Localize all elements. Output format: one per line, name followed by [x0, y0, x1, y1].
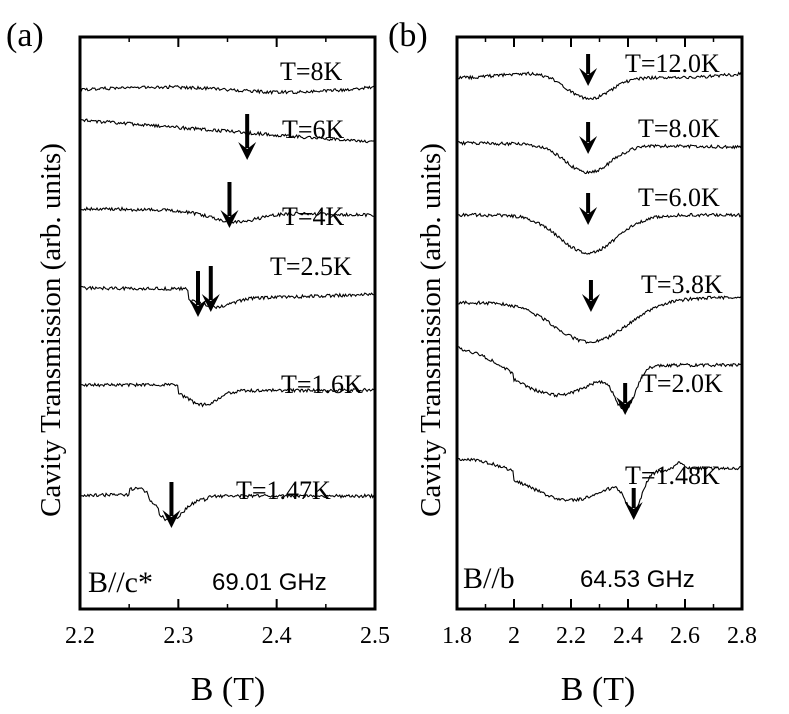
x-tick-label: 2: [508, 623, 520, 649]
x-axis-label-a: B (T): [191, 671, 266, 708]
series-label: T=1.48K: [625, 461, 720, 490]
x-ticks-a: 2.2 2.3 2.4 2.5: [65, 37, 390, 649]
resonance-arrow-head: [624, 502, 643, 520]
resonance-arrow-head: [579, 136, 598, 154]
resonance-arrow-head: [189, 299, 207, 317]
y-axis-label-a: Cavity Transmission (arb. units): [35, 143, 67, 517]
x-tick-label: 2.8: [727, 623, 757, 649]
series-label: T=4K: [282, 202, 345, 231]
series-label: T=1.6K: [281, 370, 363, 399]
series-line: [456, 71, 743, 101]
traces-b: T=12.0K T=8.0K T=6.0K T=3.8K T=2.0K T=1.48K: [456, 49, 743, 520]
resonance-arrow-head: [579, 68, 598, 86]
series-line: [79, 118, 376, 144]
series-label: T=2.5K: [270, 252, 352, 281]
series-label: T=2.0K: [641, 369, 723, 398]
series-label: T=6K: [282, 115, 345, 144]
frequency-label-b: 64.53 GHz: [580, 566, 695, 593]
x-ticks-b: 1.8 2 2.2 2.4 2.6 2.8: [442, 37, 757, 649]
series-line: [456, 295, 743, 344]
panel-b-label: (b): [388, 17, 428, 54]
x-tick-label: 2.4: [262, 623, 292, 649]
y-axis-label-b: Cavity Transmission (arb. units): [415, 143, 447, 517]
resonance-arrow-head: [162, 510, 181, 528]
panel-a-label: (a): [6, 17, 44, 54]
series-line: [79, 486, 376, 524]
series-line: [79, 382, 376, 408]
x-tick-label: 2.3: [163, 623, 193, 649]
series-label: T=3.8K: [641, 270, 723, 299]
series-line: [79, 84, 376, 95]
resonance-arrow-head: [220, 210, 239, 228]
resonance-arrow-head: [616, 397, 635, 415]
series-label: T=8.0K: [638, 114, 720, 143]
resonance-arrow-head: [238, 142, 257, 160]
series-label: T=12.0K: [625, 49, 720, 78]
series-label: T=1.47K: [236, 476, 331, 505]
series-line: [457, 140, 743, 175]
x-tick-label: 2.2: [556, 623, 586, 649]
series-line: [456, 212, 743, 255]
x-tick-label: 2.4: [613, 623, 643, 649]
orientation-label-a: B//c*: [88, 566, 153, 599]
traces-a: T=8K T=6K T=4K T=2.5K T=1.6K T=1.47K: [79, 57, 376, 528]
orientation-label-b: B//b: [463, 562, 515, 595]
x-tick-label: 1.8: [442, 623, 472, 649]
series-line: [79, 285, 376, 310]
series-label: T=8K: [280, 57, 343, 86]
series-line: [456, 345, 743, 412]
series-label: T=6.0K: [638, 183, 720, 212]
frequency-label-a: 69.01 GHz: [212, 569, 327, 596]
x-tick-label: 2.5: [360, 623, 390, 649]
x-axis-label-b: B (T): [561, 671, 636, 708]
series-line: [456, 456, 743, 513]
x-tick-label: 2.2: [65, 623, 95, 649]
resonance-arrow-head: [579, 207, 598, 225]
resonance-arrow-head: [201, 294, 220, 312]
x-tick-label: 2.6: [670, 623, 700, 649]
resonance-arrow-head: [581, 294, 600, 312]
